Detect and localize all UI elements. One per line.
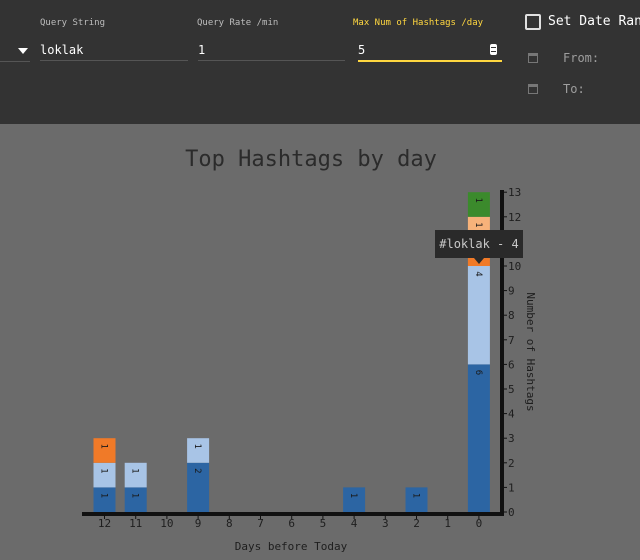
bar-value-label: 1 <box>130 493 140 498</box>
y-tick-label: 9 <box>508 285 515 298</box>
bar-value-label: 1 <box>99 468 109 473</box>
query-rate-input[interactable] <box>198 40 345 61</box>
bar-value-label: 1 <box>192 443 202 448</box>
bar-segment[interactable] <box>405 487 428 512</box>
x-tick-group: 12 11 10 9 8 7 6 5 4 3 2 1 0 <box>98 514 482 530</box>
tooltip-box <box>435 230 523 258</box>
bar-tooltip: #loklak - 4 <box>435 230 523 264</box>
x-tick-label: 4 <box>351 517 358 530</box>
max-hashtags-label: Max Num of Hashtags /day <box>353 18 484 28</box>
bar-value-label: 1 <box>130 468 140 473</box>
from-calendar-icon[interactable] <box>528 53 538 63</box>
x-tick-label: 12 <box>98 517 111 530</box>
x-tick-label: 6 <box>288 517 295 530</box>
y-tick-label: 12 <box>508 211 521 224</box>
y-tick-label: 2 <box>508 457 515 470</box>
y-tick-label: 7 <box>508 334 515 347</box>
x-tick-label: 10 <box>160 517 173 530</box>
query-toolbar: Query String Query Rate /min Max Num of … <box>0 0 640 124</box>
chart-title: Top Hashtags by day <box>185 147 437 172</box>
bar-segment[interactable] <box>467 364 490 512</box>
max-hashtags-input[interactable] <box>358 40 502 62</box>
bar-value-label: 1 <box>411 493 421 498</box>
bar-value-label: 1 <box>99 493 109 498</box>
tooltip-text: #loklak - 4 <box>439 237 518 251</box>
dropdown-underline <box>0 61 30 62</box>
x-tick-label: 2 <box>413 517 420 530</box>
bar-segment[interactable] <box>187 462 210 512</box>
bar-value-label: 1 <box>473 197 483 202</box>
bar-segment[interactable] <box>93 438 116 463</box>
x-tick-label: 3 <box>382 517 389 530</box>
query-rate-label: Query Rate /min <box>197 18 279 28</box>
x-tick-label: 5 <box>320 517 327 530</box>
y-tick-label: 0 <box>508 506 515 519</box>
y-tick-group: 012345678910111213 <box>502 186 521 519</box>
bar-segment[interactable] <box>93 462 116 488</box>
bar-segment[interactable] <box>467 266 490 365</box>
y-tick-label: 1 <box>508 481 515 494</box>
bar-value-label: 1 <box>473 222 483 227</box>
x-tick-label: 1 <box>444 517 451 530</box>
x-axis-label: Days before Today <box>235 540 348 553</box>
bar-segment[interactable] <box>124 462 147 488</box>
to-calendar-icon[interactable] <box>528 84 538 94</box>
tooltip-pointer <box>474 258 484 264</box>
y-tick-label: 8 <box>508 309 515 322</box>
query-string-input[interactable] <box>40 40 188 61</box>
x-tick-label: 7 <box>257 517 264 530</box>
bar-segment[interactable] <box>93 487 116 512</box>
dropdown-arrow-icon[interactable] <box>18 48 28 54</box>
x-tick-label: 8 <box>226 517 233 530</box>
y-tick-label: 5 <box>508 383 515 396</box>
bar-value-label: 1 <box>348 493 358 498</box>
y-tick-label: 13 <box>508 186 521 199</box>
bar-segment[interactable] <box>467 192 490 217</box>
y-tick-label: 6 <box>508 358 515 371</box>
y-tick-label: 4 <box>508 408 515 421</box>
x-tick-label: 9 <box>195 517 202 530</box>
x-tick-label: 0 <box>476 517 483 530</box>
to-date-label: To: <box>563 82 585 96</box>
x-tick-label: 11 <box>129 517 142 530</box>
query-string-label: Query String <box>40 18 106 28</box>
bar-value-label: 6 <box>473 370 483 375</box>
date-range-label: Set Date Range <box>548 14 640 29</box>
bar-value-label: 4 <box>473 271 483 276</box>
number-spinner-icon[interactable] <box>490 44 497 55</box>
bar-value-label: 1 <box>99 443 109 448</box>
bar-segment[interactable] <box>124 487 147 512</box>
y-tick-label: 3 <box>508 432 515 445</box>
bar-segment[interactable] <box>187 438 210 463</box>
y-axis-label: Number of Hashtags <box>524 292 537 411</box>
bar-value-label: 2 <box>192 468 202 473</box>
bar-segment[interactable] <box>343 487 366 512</box>
y-tick-label: 10 <box>508 260 521 273</box>
date-range-checkbox[interactable] <box>525 14 541 30</box>
from-date-label: From: <box>563 51 600 65</box>
